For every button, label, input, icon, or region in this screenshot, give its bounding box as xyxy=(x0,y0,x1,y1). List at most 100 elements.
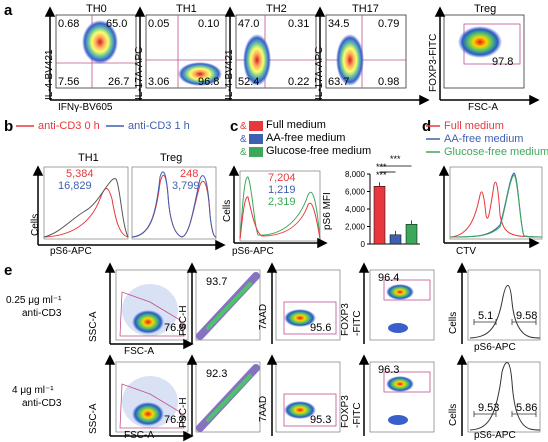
b-th1-red: 5,384 xyxy=(66,168,94,180)
y-tick-label: 0 xyxy=(361,240,366,249)
e-r1-cells: Cells xyxy=(448,311,459,334)
e-r2-hist-right: 5.86 xyxy=(516,402,538,414)
y-tick-label: 8,000 xyxy=(345,170,366,179)
y-tick-label: 2,000 xyxy=(345,223,366,232)
e-r2-fsc-value: 76.2 xyxy=(164,414,186,426)
q-th1-ll: 3.06 xyxy=(148,76,170,88)
panel-c-bar-chart: 0 2,000 4,000 6,000 8,000 xyxy=(345,165,420,249)
e-r1-fitc: -FITC xyxy=(352,310,363,336)
panel-letter-c: c xyxy=(230,118,239,135)
ylabel-th17: IL-17A-APC xyxy=(314,46,325,100)
panel-letter-a: a xyxy=(4,2,13,19)
q-th2-ll: 52.4 xyxy=(238,76,260,88)
q-th0-ll: 7.56 xyxy=(58,76,80,88)
q-th17-ll: 63.7 xyxy=(328,76,350,88)
panel-letter-b: b xyxy=(4,118,14,135)
sig-3: *** xyxy=(390,154,401,164)
e-r1-foxp3-value: 96.4 xyxy=(378,272,400,284)
e-row2-cond2: anti-CD3 xyxy=(22,398,62,409)
e-r2-foxp3: FOXP3 xyxy=(340,395,351,428)
xlabel-b: pS6-APC xyxy=(50,246,92,257)
sig-1: *** xyxy=(376,162,387,172)
svg-text:&: & xyxy=(240,134,247,145)
xlabel-c-hist: pS6-APC xyxy=(232,246,274,257)
e-r1-foxp3: FOXP3 xyxy=(340,303,351,336)
ylabel-th1: IL-17A-APC xyxy=(134,46,145,100)
e-r2-foxp3-value: 96.3 xyxy=(378,364,400,376)
bar-2 xyxy=(389,234,402,245)
q-th2-lr: 0.22 xyxy=(288,76,310,88)
e-r2-cells: Cells xyxy=(448,403,459,426)
title-th2: TH2 xyxy=(266,3,287,15)
sig-2: *** xyxy=(376,170,387,180)
c-hist-blue: 1,219 xyxy=(268,184,296,196)
e-row1-cond: 0.25 μg ml⁻¹ xyxy=(6,295,62,306)
xlabel-treg: FSC-A xyxy=(468,102,498,113)
e-r2-fitc: -FITC xyxy=(352,402,363,428)
q-th1-ur: 0.10 xyxy=(198,18,220,30)
e-r2-ps6: pS6-APC xyxy=(474,430,516,441)
ylabel-th0: IL-4-BV421 xyxy=(44,49,55,100)
b-treg-red: 248 xyxy=(180,168,199,180)
b-treg-blue: 3,799 xyxy=(172,180,200,192)
legend-d-glucose: Glucose-free medium xyxy=(444,146,548,158)
panel-d-graphics xyxy=(426,125,543,249)
legend-c-aa: AA-free medium xyxy=(266,132,346,144)
e-r1-7aad-value: 95.6 xyxy=(310,322,332,334)
legend-d-aa: AA-free medium xyxy=(444,133,524,145)
legend-d-full: Full medium xyxy=(444,120,504,132)
ylabel-c-bar: pS6 MFI xyxy=(322,192,333,230)
b-th1-blue: 16,829 xyxy=(58,180,92,192)
e-r2-fsch-value: 92.3 xyxy=(206,368,228,380)
e-r1-hist-right: 9.58 xyxy=(516,310,538,322)
q-th17-ul: 34.5 xyxy=(328,18,350,30)
e-r1-ps6: pS6-APC xyxy=(474,342,516,353)
ylabel-th2: IL-4-BV421 xyxy=(224,49,235,100)
q-th0-ul: 0.68 xyxy=(58,18,80,30)
q-th2-ur: 0.31 xyxy=(288,18,310,30)
q-th0-ur: 65.0 xyxy=(106,18,128,30)
e-r1-fsca: FSC-A xyxy=(124,346,154,357)
e-r2-7aad-value: 95.3 xyxy=(310,414,332,426)
panel-letter-e: e xyxy=(4,262,13,279)
e-r1-fsch-value: 93.7 xyxy=(206,276,228,288)
e-r2-7aad: 7AAD xyxy=(258,395,269,422)
ylabel-b: Cells xyxy=(30,213,41,236)
legend-c-full: Full medium xyxy=(266,119,326,131)
xlabel-d: CTV xyxy=(456,246,476,257)
q-th1-ul: 0.05 xyxy=(148,18,170,30)
title-th17: TH17 xyxy=(352,3,379,15)
e-row1-cond2: anti-CD3 xyxy=(22,308,62,319)
q-th2-ul: 47.0 xyxy=(238,18,260,30)
title-b-th1: TH1 xyxy=(78,152,99,164)
bar-3 xyxy=(405,224,418,245)
treg-value: 97.8 xyxy=(492,56,514,68)
svg-text:&: & xyxy=(240,147,247,158)
e-r2-ssc: SSC-A xyxy=(88,403,99,434)
legend-b-0h: anti-CD3 0 h xyxy=(38,120,100,132)
q-th17-lr: 0.98 xyxy=(378,76,400,88)
e-r1-ssc: SSC-A xyxy=(88,311,99,342)
svg-text:&: & xyxy=(240,121,247,132)
c-hist-green: 2,319 xyxy=(268,196,296,208)
panel-a-graphics xyxy=(44,6,540,106)
ylabel-c-hist: Cells xyxy=(222,199,233,222)
y-tick-label: 4,000 xyxy=(345,205,366,214)
bar-1 xyxy=(373,186,386,245)
title-th0: TH0 xyxy=(86,3,107,15)
c-hist-red: 7,204 xyxy=(268,172,296,184)
q-th0-lr: 26.7 xyxy=(108,76,130,88)
e-r2-fsca: FSC-A xyxy=(124,430,154,441)
e-r1-hist-left: 5.1 xyxy=(478,310,494,322)
e-r1-fsc-value: 76.9 xyxy=(164,322,186,334)
y-tick-label: 6,000 xyxy=(345,188,366,197)
panel-e-graphics xyxy=(104,262,541,442)
title-treg: Treg xyxy=(474,3,497,15)
legend-c-glucose: Glucose-free medium xyxy=(266,145,372,157)
panel-b-graphics xyxy=(16,125,226,251)
panel-c-legend-graphics: & & & xyxy=(228,121,328,249)
xlabel-panel-a: IFNγ-BV605 xyxy=(58,102,113,113)
q-th17-ur: 0.79 xyxy=(378,18,400,30)
ylabel-treg: FOXP3-FITC xyxy=(428,33,439,92)
